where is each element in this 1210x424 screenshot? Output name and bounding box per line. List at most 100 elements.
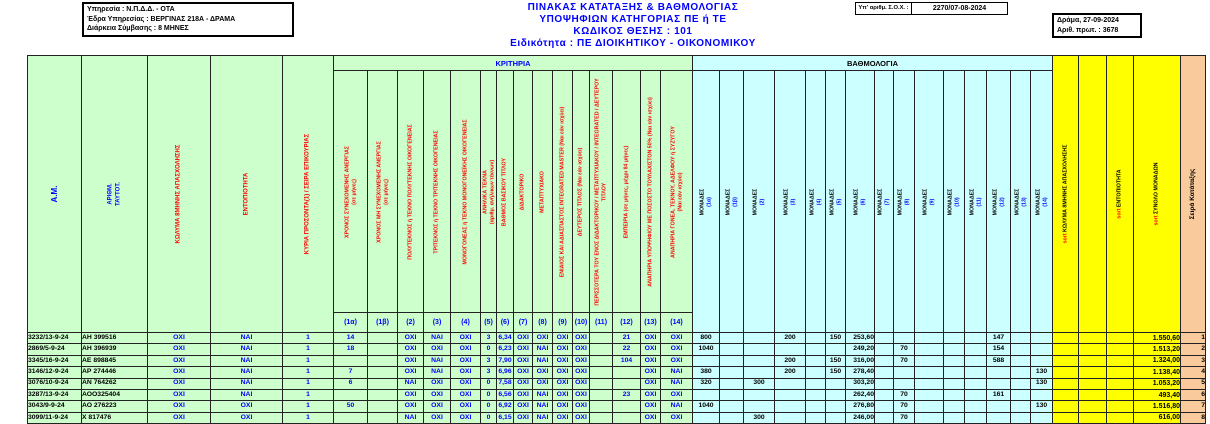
cell-m2 (743, 366, 775, 379)
subheader-(8): (8) (532, 312, 553, 333)
sort-header-3: sort ΕΝΤΟΠΙΟΤΗΤΑ (1106, 55, 1134, 333)
cell-m12: 154 (986, 343, 1011, 356)
cell-c8: ΝΑΙ (532, 343, 553, 356)
cell-c1a: 14 (333, 331, 368, 345)
cell-kyria: 1 (282, 343, 334, 356)
cell-m12 (986, 400, 1011, 413)
cell-kyria: 1 (282, 354, 334, 368)
cell-c4: ΟΧΙ (450, 343, 481, 356)
cell-c13: ΟΧΙ (640, 400, 661, 413)
cell-c9: ΟΧΙ (552, 400, 573, 413)
cell-m8 (893, 366, 915, 379)
subheader-(4): (4) (450, 312, 481, 333)
cell-c10: ΟΧΙ (572, 411, 590, 424)
cell-s1 (1052, 343, 1079, 356)
cell-m13 (1010, 400, 1031, 413)
cell-c4: ΟΧΙ (450, 400, 481, 413)
cell-total: 1.138,40 (1133, 366, 1181, 379)
cell-c13: ΟΧΙ (640, 354, 661, 368)
sort-header-4: sort ΣΥΝΟΛΟ ΜΟΝΑΔΩΝ (1133, 55, 1181, 333)
header-kyria-prosonta: ΚΥΡΙΑ ΠΡΟΣΟΝΤΑ(1) / ΣΕΙΡΑ ΕΠΙΚΟΥΡΙΑΣ (282, 55, 334, 333)
cell-m1a (692, 411, 720, 424)
cell-m11 (964, 343, 987, 356)
cell-c8: ΝΑΙ (532, 388, 553, 402)
cell-m5 (825, 400, 846, 413)
criteria-header-(6): ΒΑΘΜΟΣ ΒΑΣΙΚΟΥ ΤΙΤΛΟΥ (496, 70, 514, 313)
cell-c8: ΟΧΙ (532, 377, 553, 390)
criteria-header-(13): ΑΝΑΠΗΡΙΑ ΥΠΟΨΗΦΙΟΥ ΜΕ ΠΟΣΟΣΤΟ ΤΟΥΛΑΧΙΣΤΟ… (640, 70, 661, 313)
cell-c4: ΟΧΙ (450, 377, 481, 390)
cell-kyria: 1 (282, 388, 334, 402)
cell-m10 (943, 343, 965, 356)
cell-kyria: 1 (282, 331, 334, 345)
cell-m9 (914, 366, 944, 379)
cell-m3 (774, 388, 806, 402)
cell-m4 (805, 377, 826, 390)
cell-c1b (367, 343, 398, 356)
service-line: Έδρα Υπηρεσίας : ΒΕΡΓΙΝΑΣ 218Α - ΔΡΑΜΑ (87, 15, 236, 23)
cell-c11 (589, 354, 613, 368)
cell-s3 (1106, 366, 1134, 379)
cell-m13 (1010, 366, 1031, 379)
cell-s2 (1078, 377, 1107, 390)
monades-header-(11): ΜΟΝΑΔΕΣ (11) (964, 70, 987, 333)
cell-m2: 300 (743, 377, 775, 390)
cell-am: 3099/11-9-24 (27, 411, 82, 424)
cell-m8 (893, 377, 915, 390)
cell-m8: 70 (893, 354, 915, 368)
cell-id_num: ΑΗ 399516 (81, 331, 148, 345)
cell-m14 (1030, 343, 1053, 356)
cell-m2 (743, 331, 775, 345)
title-line: ΚΩΔΙΚΟΣ ΘΕΣΗΣ : 101 (573, 26, 693, 37)
cell-c12: 22 (612, 343, 641, 356)
cell-s3 (1106, 331, 1134, 345)
cell-c11 (589, 331, 613, 345)
cell-s1 (1052, 377, 1079, 390)
cell-m7 (874, 331, 894, 345)
cell-c3: ΟΧΙ (423, 411, 451, 424)
cell-total: 1.513,20 (1133, 343, 1181, 356)
cell-c14: ΝΑΙ (660, 400, 693, 413)
cell-m1b (719, 366, 744, 379)
column-headers-row: ΧΡΟΝΟΣ ΣΥΝΕΧΟΜΕΝΗΣ ΑΝΕΡΓΙΑΣ (σε μήνες) ΧΡ… (28, 70, 1206, 333)
cell-s3 (1106, 354, 1134, 368)
cell-m14: 130 (1030, 377, 1053, 390)
cell-c12 (612, 400, 641, 413)
subheader-(2): (2) (397, 312, 424, 333)
cell-am: 3076/10-9-24 (27, 377, 82, 390)
cell-m3 (774, 411, 806, 424)
cell-c1b (367, 400, 398, 413)
cell-am: 3287/13-9-24 (27, 388, 82, 402)
cell-s3 (1106, 388, 1134, 402)
cell-id_num: Χ 817476 (81, 411, 148, 424)
cell-c5: 3 (480, 331, 497, 345)
criteria-header-(14): ΑΝΑΠΗΡΙΑ ΓΟΝΕΑ, ΤΕΚΝΟΥ, ΑΔΕΛΦΟΥ ή ΣΥΖΥΓΟ… (660, 70, 693, 313)
cell-rank: 5 (1180, 377, 1206, 390)
cell-m1b (719, 400, 744, 413)
subheader-(3): (3) (423, 312, 451, 333)
cell-m13 (1010, 343, 1031, 356)
cell-m7 (874, 354, 894, 368)
cell-c11 (589, 388, 613, 402)
cell-m13 (1010, 388, 1031, 402)
cell-m4 (805, 331, 826, 345)
title-line: ΠΙΝΑΚΑΣ ΚΑΤΑΤΑΞΗΣ & ΒΑΘΜΟΛΟΓΙΑΣ (527, 2, 739, 13)
cell-m1b (719, 377, 744, 390)
cell-c13: ΟΧΙ (640, 366, 661, 379)
cell-m4 (805, 343, 826, 356)
cell-m5 (825, 377, 846, 390)
cell-m12 (986, 377, 1011, 390)
cell-c4: ΟΧΙ (450, 411, 481, 424)
cell-s1 (1052, 354, 1079, 368)
cell-m3: 200 (774, 354, 806, 368)
rank-header: Σειρά Κατάταξης (1180, 55, 1206, 333)
cell-total: 1.550,60 (1133, 331, 1181, 345)
subheader-(10): (10) (572, 312, 590, 333)
criteria-header-(12): ΕΜΠΕΙΡΙΑ (σε μήνες, μέχρι 84 μήνες) (612, 70, 641, 313)
cell-c10: ΟΧΙ (572, 388, 590, 402)
cell-m6: 253,60 (845, 331, 875, 345)
cell-c7: ΟΧΙ (513, 354, 533, 368)
cell-s3 (1106, 377, 1134, 390)
cell-m6: 246,00 (845, 411, 875, 424)
cell-c7: ΟΧΙ (513, 377, 533, 390)
